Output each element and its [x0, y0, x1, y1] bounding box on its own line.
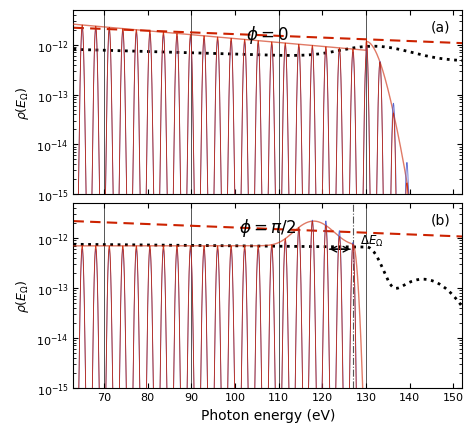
Text: (b): (b): [431, 213, 450, 227]
Y-axis label: $\rho(E_\Omega)$: $\rho(E_\Omega)$: [14, 279, 31, 312]
Y-axis label: $\rho(E_\Omega)$: $\rho(E_\Omega)$: [14, 86, 31, 120]
Text: $\phi=\pi/2$: $\phi=\pi/2$: [239, 217, 297, 239]
X-axis label: Photon energy (eV): Photon energy (eV): [201, 408, 335, 422]
Text: (a): (a): [431, 20, 450, 34]
Text: $\phi=0$: $\phi=0$: [246, 24, 289, 46]
Text: $\Delta E_\Omega$: $\Delta E_\Omega$: [359, 233, 383, 248]
